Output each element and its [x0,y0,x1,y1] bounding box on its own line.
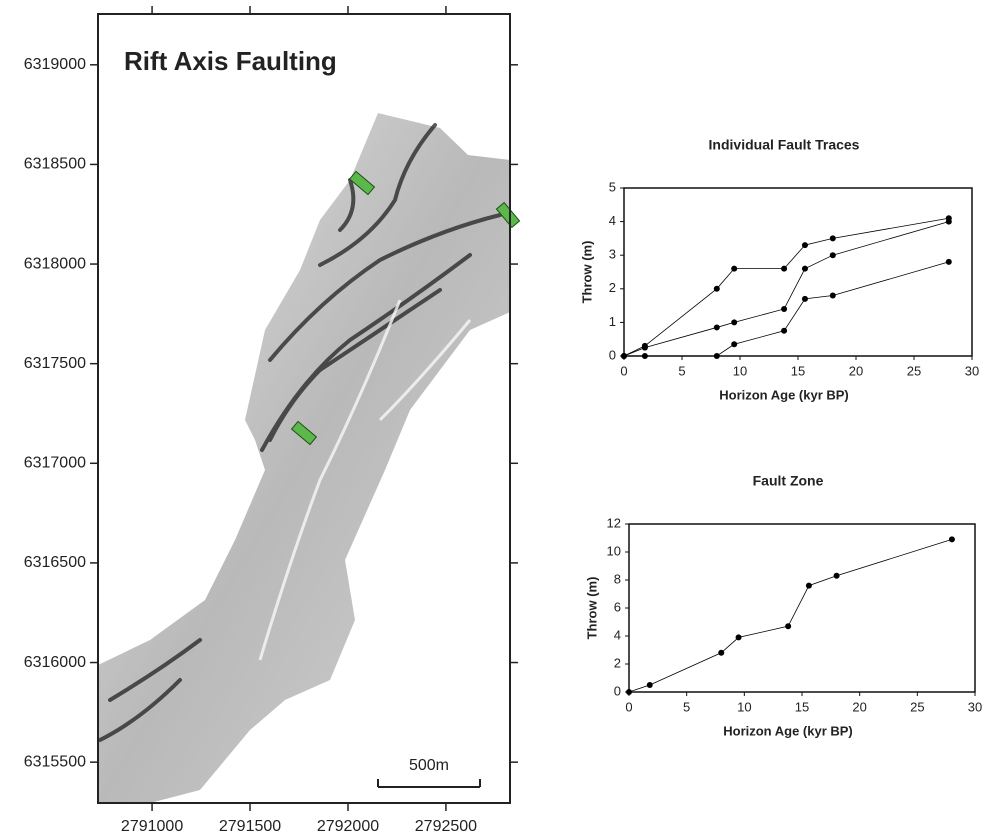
x-tick-label: 0 [620,363,627,378]
x-tick-label: 20 [849,363,863,378]
x-tick-label: 30 [965,363,979,378]
scale-label: 500m [409,757,449,774]
x-tick-label: 2791500 [219,818,281,835]
y-tick-label: 4 [609,213,616,228]
y-tick-label: 6 [614,599,621,614]
series-line [624,218,949,356]
data-point [731,266,737,272]
y-tick-label: 6318000 [24,255,86,272]
y-tick-label: 2 [609,280,616,295]
data-point [802,296,808,302]
x-tick-label: 20 [852,699,866,714]
y-tick-label: 1 [609,314,616,329]
data-point [781,306,787,312]
data-point [642,353,648,359]
hillshade [98,113,510,803]
y-tick-label: 4 [614,627,621,642]
series-line [629,539,952,692]
x-tick-label: 2792000 [317,818,379,835]
data-point [830,235,836,241]
plot-frame [624,188,972,356]
y-tick-label: 0 [609,347,616,362]
y-tick-label: 10 [607,543,621,558]
data-point [802,242,808,248]
y-tick-label: 5 [609,179,616,194]
y-tick-label: 12 [607,515,621,530]
y-tick-label: 6316500 [24,554,86,571]
data-point [718,650,724,656]
data-point [946,219,952,225]
y-tick-label: 6319000 [24,56,86,73]
x-axis-label: Horizon Age (kyr BP) [719,387,849,402]
data-point [946,259,952,265]
x-tick-label: 15 [791,363,805,378]
y-axis-label: Throw (m) [579,241,594,304]
data-point [626,689,632,695]
data-point [781,266,787,272]
x-tick-label: 10 [733,363,747,378]
x-tick-label: 0 [625,699,632,714]
y-tick-label: 3 [609,247,616,262]
data-point [621,353,627,359]
y-tick-label: 6316000 [24,654,86,671]
y-tick-label: 8 [614,571,621,586]
data-point [714,353,720,359]
figure: 500m Rift Axis Faulting 2791000 2791500 27… [0,0,986,836]
data-point [714,324,720,330]
y-tick-label: 6317500 [24,355,86,372]
data-point [736,634,742,640]
data-point [802,266,808,272]
plot-frame [629,524,975,692]
y-axis-label: Throw (m) [584,577,599,640]
x-tick-label: 15 [795,699,809,714]
data-point [949,536,955,542]
x-axis-label: Horizon Age (kyr BP) [723,723,853,738]
chart-title: Individual Fault Traces [709,137,860,153]
chart-title: Fault Zone [753,473,824,489]
x-tick-label: 5 [683,699,690,714]
data-point [731,341,737,347]
series-line [624,222,949,356]
x-tick-label: 2791000 [121,818,183,835]
y-tick-label: 0 [614,683,621,698]
scale-bar [378,779,480,787]
y-tick-label: 6318500 [24,156,86,173]
y-tick-label: 6317000 [24,455,86,472]
data-point [781,328,787,334]
map-title: Rift Axis Faulting [124,46,337,76]
data-point [642,345,648,351]
x-tick-label: 30 [968,699,982,714]
data-point [834,573,840,579]
data-point [731,319,737,325]
x-tick-label: 2792500 [415,818,477,835]
y-tick-label: 6315500 [24,753,86,770]
data-point [647,682,653,688]
data-point [714,286,720,292]
data-point [830,293,836,299]
y-tick-label: 2 [614,655,621,670]
x-tick-label: 5 [678,363,685,378]
data-point [785,623,791,629]
x-tick-label: 25 [910,699,924,714]
data-point [806,583,812,589]
x-tick-label: 25 [907,363,921,378]
x-tick-label: 10 [737,699,751,714]
data-point [830,252,836,258]
